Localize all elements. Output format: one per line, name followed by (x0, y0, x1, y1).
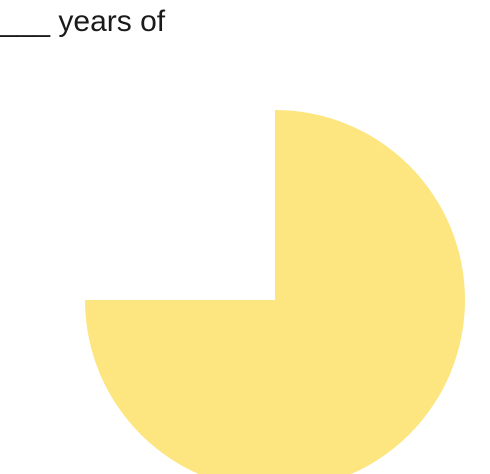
pie-slice (85, 110, 465, 474)
fill-in-blank-text: ___ years of (0, 5, 166, 38)
